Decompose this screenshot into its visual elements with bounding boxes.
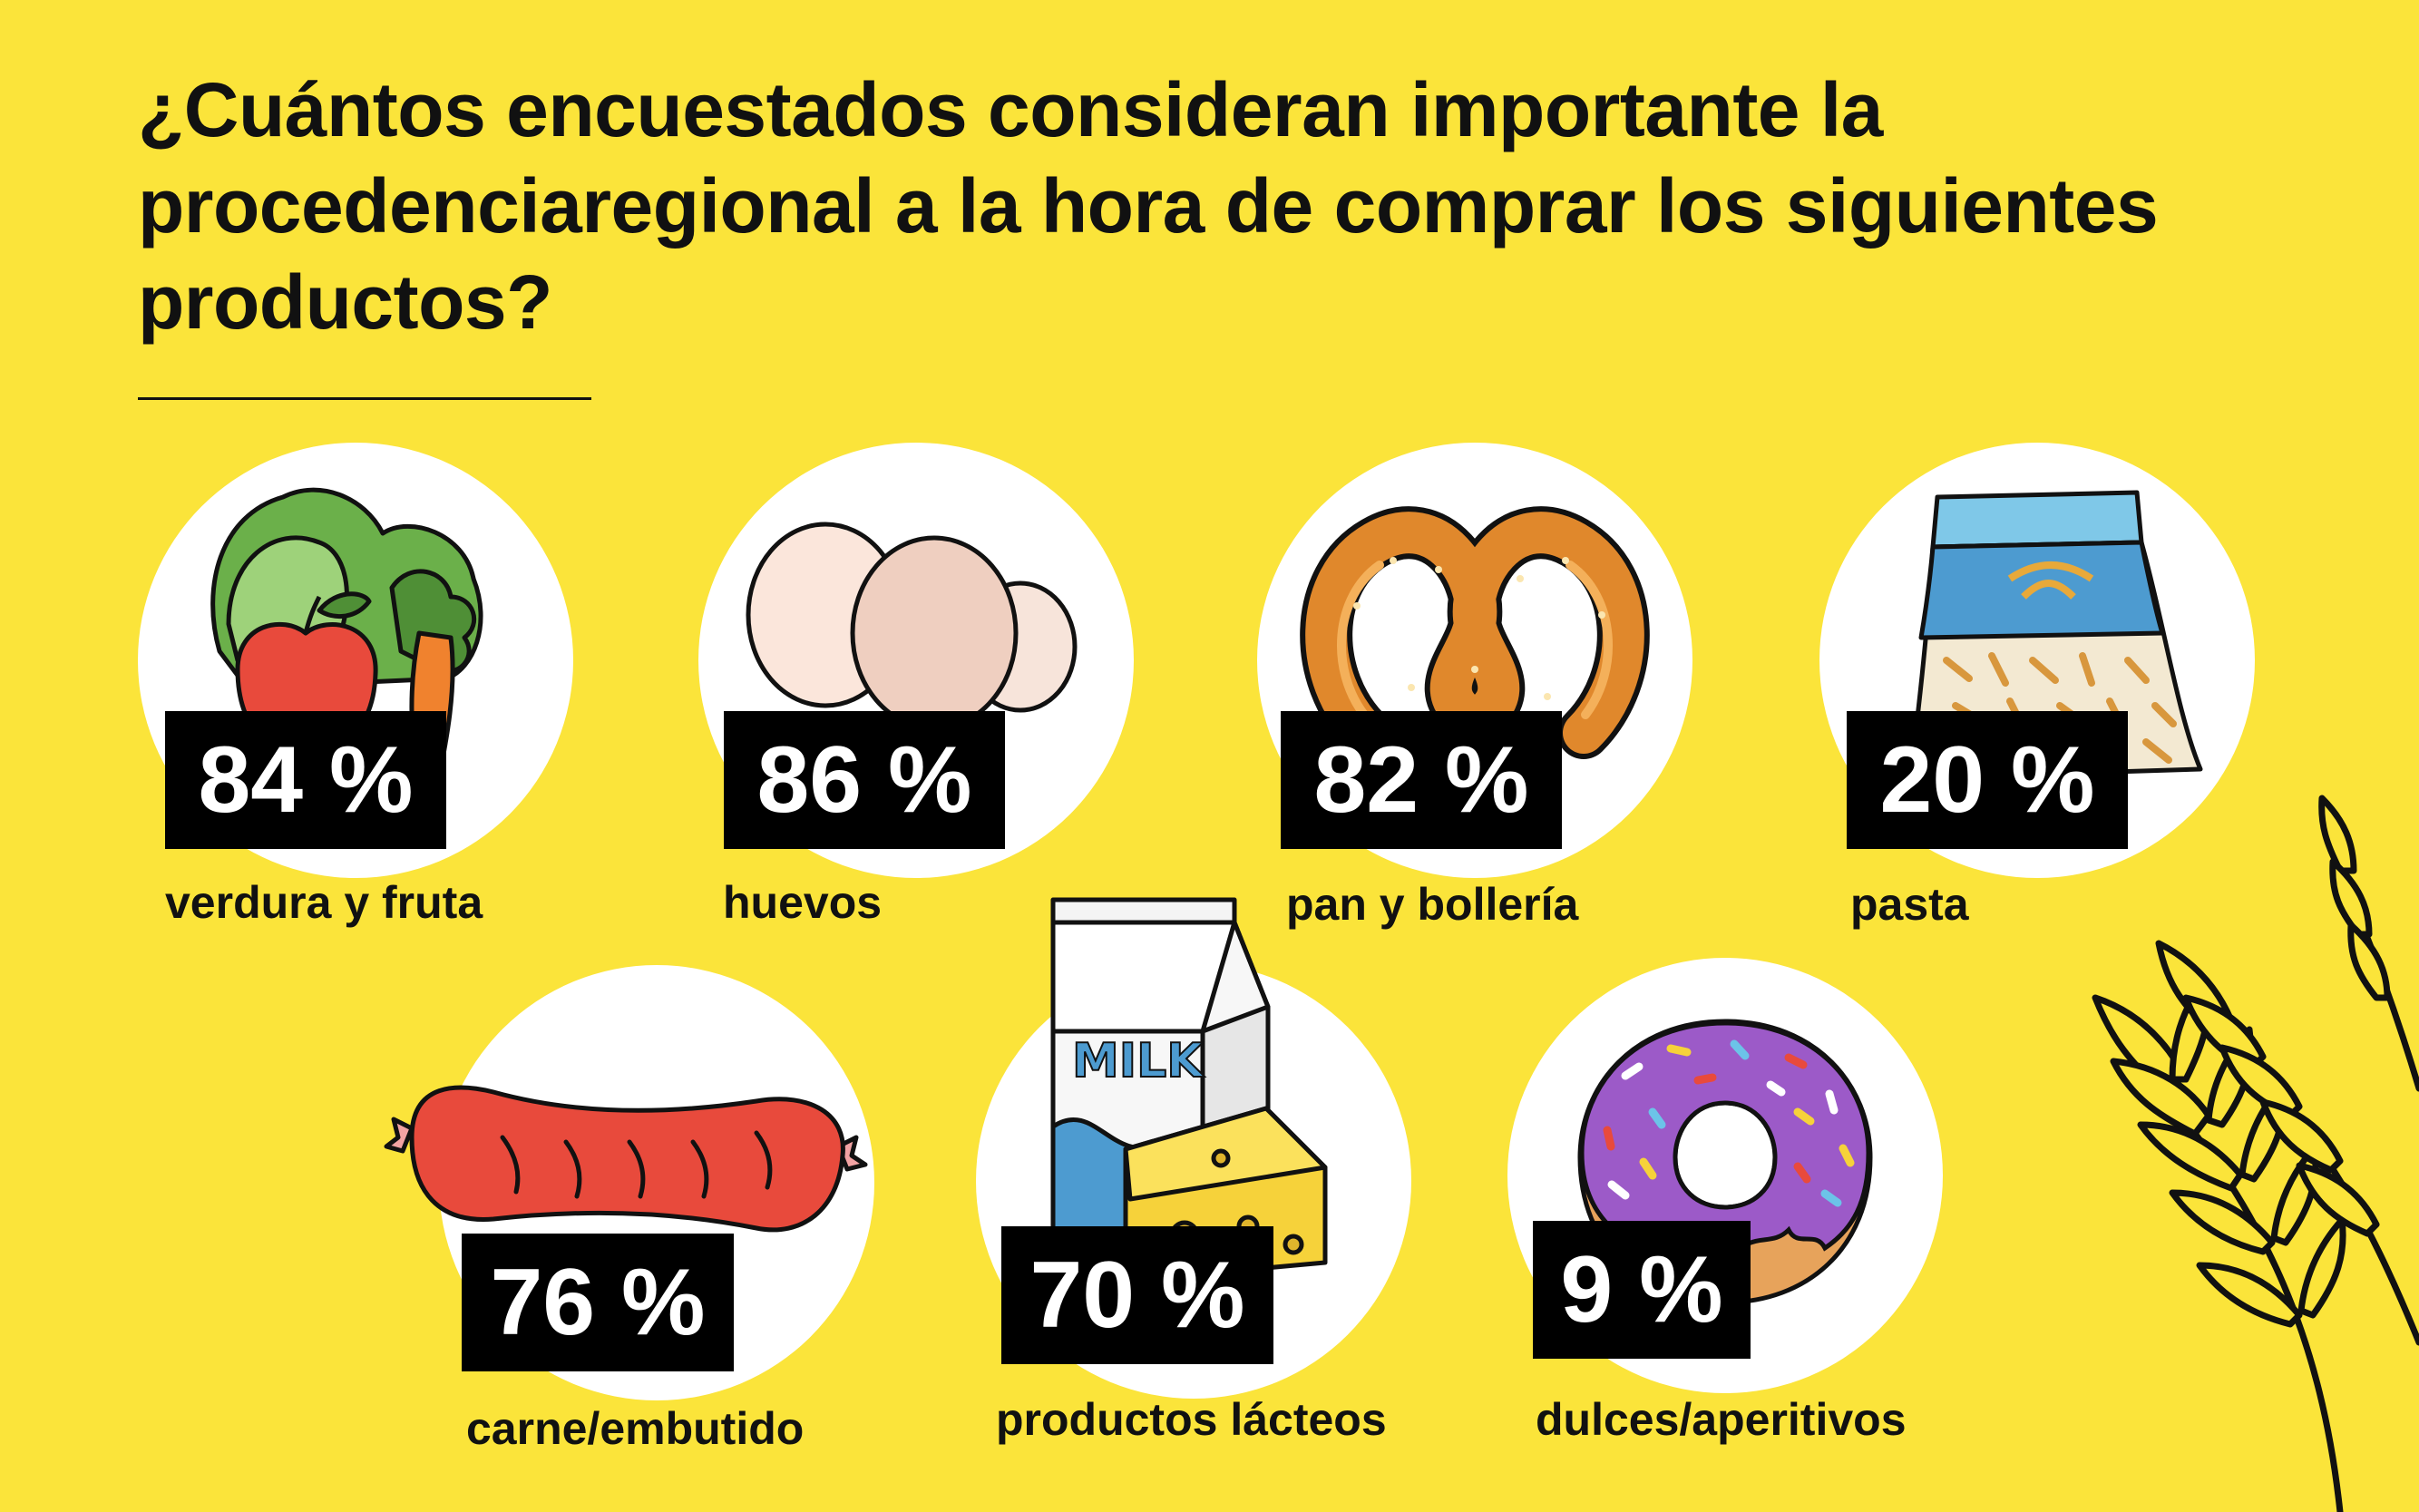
item-label: pan y bollería [1286,879,1579,930]
vegetables-icon [210,487,483,800]
percent-badge: 76 % [462,1234,734,1371]
percent-badge: 84 % [165,711,446,849]
item-huevos: 86 % [698,443,1134,878]
pretzel-icon [1300,506,1650,768]
percent-badge: 86 % [724,711,1005,849]
percent-badge: 70 % [1001,1226,1273,1364]
item-label: verdura y fruta [165,877,483,928]
eggs-icon [746,522,1078,731]
percent-badge: 20 % [1847,711,2128,849]
item-dulces: 9 % [1507,958,1943,1393]
item-label: huevos [723,877,883,928]
item-pan: 82 % [1257,443,1692,878]
item-verdura: 84 % [138,443,573,878]
wheat-decoration-icon [2092,795,2419,1512]
item-pasta: 20 % [1819,443,2255,878]
sausage-icon [384,1085,868,1233]
item-lacteos: MILK 70 % [976,897,1411,1399]
milk-text: MILK [1072,1034,1205,1088]
item-label: productos lácteos [996,1394,1387,1445]
title-underline [138,397,591,400]
page-title: ¿Cuántos encuestados consideran importan… [138,67,2159,345]
item-label: dulces/aperitivos [1536,1394,1907,1445]
item-carne: 76 % [384,965,874,1400]
item-label: carne/embutido [466,1403,805,1454]
item-label: pasta [1850,879,1969,930]
percent-badge: 82 % [1281,711,1562,849]
percent-badge: 9 % [1533,1221,1751,1359]
